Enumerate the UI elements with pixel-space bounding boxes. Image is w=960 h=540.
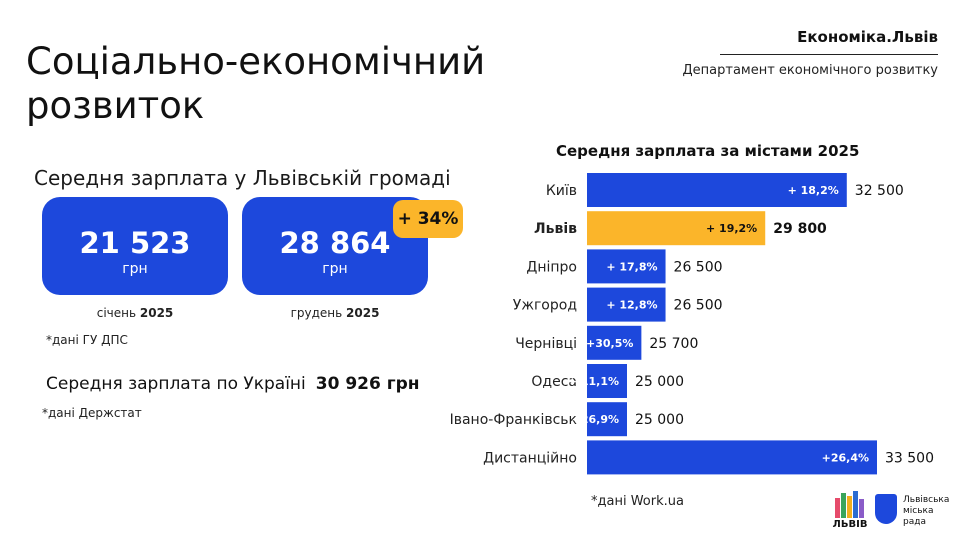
bar-5 [587, 364, 627, 398]
value-label: 26 500 [674, 259, 723, 275]
page-title-line2: розвиток [26, 84, 205, 127]
brand-name: Економіка.Львів [797, 28, 938, 46]
value-label: 25 700 [649, 336, 698, 352]
growth-label: + 12,8% [606, 299, 657, 312]
value-label: 33 500 [885, 450, 934, 466]
card-caption-december: грудень 2025 [242, 306, 428, 320]
category-label: Львів [534, 221, 577, 237]
council-coat-of-arms-icon [875, 494, 897, 524]
growth-label: + 11,1% [568, 375, 619, 388]
salary-card-january: 21 523 грн [42, 197, 228, 295]
lviv-salary-subtitle: Середня зарплата у Львівській громаді [34, 166, 451, 190]
council-name: Львівська міська рада [903, 495, 953, 528]
ukraine-salary-label: Середня зарплата по Україні [46, 374, 306, 394]
page-title: Соціально-економічний розвиток [26, 40, 485, 128]
caption-month: грудень [290, 306, 343, 320]
growth-label: +30,5% [586, 337, 633, 350]
caption-month: січень [96, 306, 137, 320]
growth-label: + 19,2% [706, 222, 757, 235]
growth-label: +26,4% [822, 451, 869, 464]
source-note-workua: *дані Work.ua [591, 494, 684, 509]
lviv-city-logo-icon [835, 491, 864, 518]
value-label: 32 500 [855, 183, 904, 199]
value-label: 25 000 [635, 412, 684, 428]
caption-year: 2025 [139, 306, 174, 320]
bar-1 [587, 211, 766, 246]
bar-7 [587, 440, 877, 475]
category-label: Київ [546, 183, 577, 199]
ukraine-salary-value: 30 926 грн [315, 374, 420, 394]
ukraine-salary-line: Середня зарплата по Україні 30 926 грн [46, 374, 420, 394]
bar-6 [587, 402, 627, 437]
category-label: Ужгород [513, 298, 577, 314]
category-label: Дніпро [526, 259, 577, 275]
value-label: 26 500 [674, 298, 723, 314]
department-name: Департамент економічного розвитку [682, 63, 939, 78]
lviv-logo-text: ЛЬВІВ [832, 519, 868, 530]
value-label: 29 800 [773, 221, 827, 237]
council-name-line: рада [903, 517, 926, 527]
bar-3 [587, 287, 666, 322]
chart-title: Середня зарплата за містами 2025 [556, 142, 860, 160]
growth-label: + 18,2% [788, 184, 839, 197]
source-note-derzhstat: *дані Держстат [42, 406, 142, 420]
council-name-line: Львівська [903, 495, 950, 505]
bar-4 [587, 325, 642, 360]
category-label: Одеса [531, 374, 577, 390]
card-caption-january: січень 2025 [42, 306, 228, 320]
value-label: 25 000 [635, 374, 684, 390]
source-note-dps: *дані ГУ ДПС [46, 333, 128, 347]
growth-label: + 17,8% [606, 260, 657, 273]
category-label: Дистанційно [483, 450, 577, 466]
salary-card-unit: грн [322, 261, 348, 277]
salary-card-unit: грн [122, 261, 148, 277]
brand-divider [720, 54, 938, 55]
growth-badge: + 34% [393, 200, 463, 238]
salary-card-value: 21 523 [79, 226, 191, 260]
council-name-line: міська [903, 506, 934, 516]
category-label: Івано-Франківськ [450, 412, 577, 428]
caption-year: 2025 [346, 306, 380, 320]
page-title-line1: Соціально-економічний [26, 40, 486, 83]
category-label: Чернівці [515, 336, 577, 352]
growth-label: +26,9% [572, 413, 619, 426]
salary-card-december: 28 864 грн [242, 197, 428, 295]
brand-block: Економіка.Львів Департамент економічного… [682, 28, 939, 78]
salary-card-value: 28 864 [279, 226, 391, 260]
bar-2 [587, 249, 666, 284]
bar-0 [587, 173, 847, 207]
